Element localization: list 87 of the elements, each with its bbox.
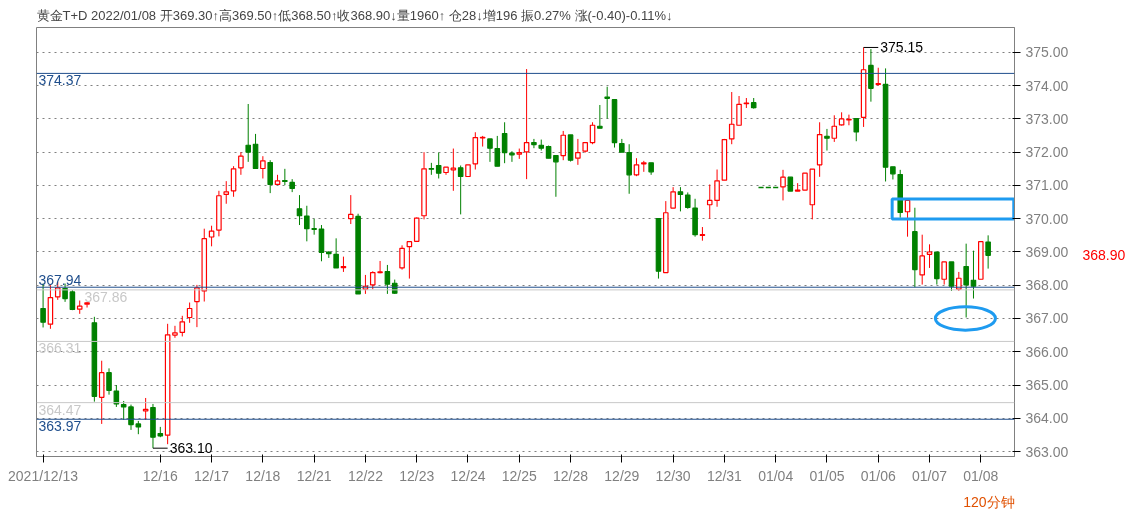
x-tick-label: 12/25 bbox=[501, 467, 537, 484]
y-tick-label: 368.00 bbox=[1025, 277, 1069, 294]
y-tick-label: 363.00 bbox=[1025, 443, 1069, 460]
y-tick-label: 370.00 bbox=[1025, 210, 1069, 227]
x-tick-label: 12/18 bbox=[245, 467, 281, 484]
x-tick-label: 12/21 bbox=[296, 467, 332, 484]
ref-line-label: 374.37 bbox=[38, 72, 82, 89]
text: 120分钟 bbox=[963, 493, 1015, 510]
candlestick bbox=[926, 243, 933, 269]
candlestick bbox=[347, 194, 354, 225]
candlestick bbox=[333, 237, 339, 269]
candlestick bbox=[84, 301, 90, 309]
y-tick-label: 373.00 bbox=[1025, 110, 1069, 127]
candlestick bbox=[406, 241, 413, 280]
candlestick bbox=[824, 128, 830, 152]
y-tick-label: 375.00 bbox=[1025, 44, 1069, 61]
candlestick bbox=[435, 152, 442, 179]
y-tick-label: 374.00 bbox=[1025, 77, 1069, 94]
candlestick bbox=[245, 103, 252, 163]
candlestick bbox=[106, 367, 112, 396]
candlestick bbox=[384, 264, 391, 295]
x-tick-label: 12/28 bbox=[553, 467, 589, 484]
candlestick bbox=[853, 118, 860, 142]
candlestick bbox=[238, 151, 244, 176]
candlestick bbox=[670, 186, 676, 209]
y-tick-label: 367.00 bbox=[1025, 310, 1069, 327]
annotation: 375.15 bbox=[880, 39, 924, 56]
candlestick bbox=[260, 155, 266, 179]
candlestick bbox=[457, 165, 464, 215]
candlestick bbox=[531, 138, 537, 149]
candlestick bbox=[604, 86, 610, 120]
candlestick bbox=[120, 400, 127, 421]
candlestick bbox=[985, 234, 991, 270]
candlestick bbox=[560, 130, 567, 161]
y-tick-label: 372.00 bbox=[1025, 144, 1069, 161]
candlestick bbox=[575, 138, 581, 166]
candlestick bbox=[501, 121, 508, 164]
y-tick-label: 371.00 bbox=[1025, 177, 1069, 194]
candlestick bbox=[318, 224, 325, 262]
y-tick-label: 366.00 bbox=[1025, 343, 1069, 360]
x-tick-label: 12/23 bbox=[399, 467, 435, 484]
candlestick bbox=[142, 397, 149, 421]
x-tick-label: 2021/12/13 bbox=[8, 467, 79, 484]
candlestick bbox=[223, 180, 230, 205]
x-tick-label: 12/22 bbox=[347, 467, 384, 484]
text: 368.90 bbox=[1082, 247, 1126, 264]
candlestick bbox=[626, 143, 632, 195]
candlestick bbox=[208, 225, 215, 247]
candlestick bbox=[780, 169, 786, 201]
x-tick-label: 12/16 bbox=[142, 467, 179, 484]
candlestick bbox=[40, 283, 46, 328]
candlestick bbox=[677, 186, 684, 212]
x-tick-label: 12/29 bbox=[604, 467, 640, 484]
candlestick bbox=[553, 154, 559, 198]
candlestick bbox=[868, 48, 874, 103]
x-tick-label: 12/31 bbox=[706, 467, 743, 484]
candlestick bbox=[296, 194, 303, 226]
candlestick bbox=[970, 250, 977, 300]
candlestick bbox=[919, 234, 925, 286]
chart-title: 黄金T+D 2022/01/08 开369.30↑高369.50↑低368.50↑收368.90↓量1960↑ 仓28↓增196 振0.27% 涨(-0.40)-0.11%↓ bbox=[36, 7, 673, 23]
ref-line-label: 363.97 bbox=[38, 418, 82, 435]
x-tick-label: 01/07 bbox=[912, 467, 948, 484]
y-tick-label: 369.00 bbox=[1025, 243, 1069, 260]
candlestick bbox=[509, 150, 515, 163]
candlestick bbox=[230, 165, 237, 198]
candlestick bbox=[597, 104, 603, 129]
x-tick-label: 01/05 bbox=[809, 467, 845, 484]
x-tick-label: 01/08 bbox=[963, 467, 999, 484]
candlestick bbox=[413, 216, 420, 242]
candlestick bbox=[399, 244, 405, 271]
candlestick bbox=[267, 159, 273, 194]
candlestick bbox=[846, 114, 852, 126]
ref-line-label: 367.94 bbox=[38, 272, 82, 289]
x-tick-label: 01/06 bbox=[860, 467, 896, 484]
candlestick bbox=[963, 243, 969, 318]
y-tick-label: 364.00 bbox=[1025, 410, 1069, 427]
x-tick-label: 01/04 bbox=[758, 467, 794, 484]
candlestick bbox=[523, 68, 530, 180]
annotation: 363.10 bbox=[169, 440, 213, 457]
y-tick-label: 365.00 bbox=[1025, 377, 1069, 393]
x-tick-label: 12/17 bbox=[194, 467, 230, 484]
candlestick bbox=[113, 384, 120, 408]
candlestick bbox=[831, 114, 838, 143]
candlestick bbox=[941, 261, 947, 286]
x-tick-label: 12/30 bbox=[655, 467, 691, 484]
ref-line-label: 366.31 bbox=[38, 340, 82, 357]
x-tick-label: 12/24 bbox=[450, 467, 486, 484]
